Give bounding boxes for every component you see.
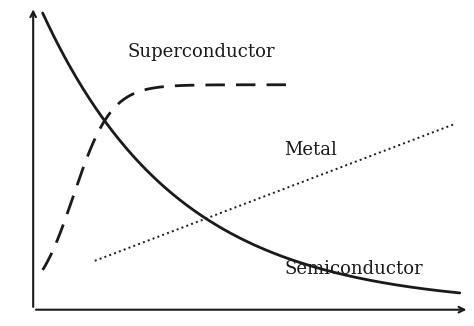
Text: Superconductor: Superconductor <box>128 43 275 61</box>
Text: Semiconductor: Semiconductor <box>284 260 423 278</box>
Text: Metal: Metal <box>284 141 337 159</box>
